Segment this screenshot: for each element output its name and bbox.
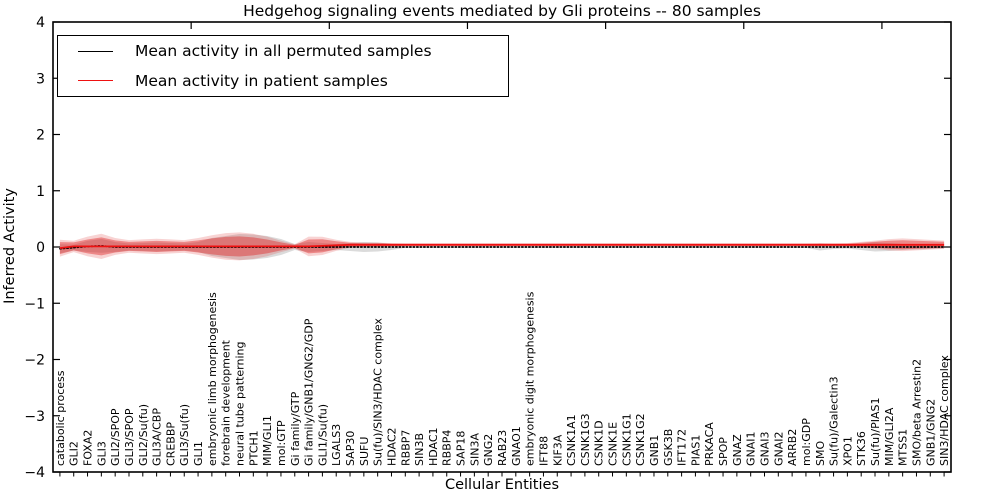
y-tick-label: −4 — [24, 465, 45, 481]
x-axis-title: Cellular Entities — [444, 477, 560, 493]
x-tick-label: MTSS1 — [897, 429, 910, 466]
x-tick-label: IFT88 — [537, 436, 550, 466]
x-tick-label: SIN3/HDAC complex — [938, 355, 951, 466]
y-tick-label: 4 — [36, 15, 45, 31]
x-tick-label: GLI1 — [192, 441, 205, 466]
x-tick-label: Su(fu)/Galectin3 — [828, 376, 841, 466]
x-tick-label: SAP30 — [344, 431, 357, 466]
x-tick-label: GNG2 — [482, 434, 495, 466]
y-tick-label: 1 — [36, 184, 45, 200]
x-tick-label: forebrain development — [220, 339, 233, 466]
x-tick-label: GLI2/SPOP — [109, 408, 122, 466]
x-tick-label: CSNK1D — [593, 420, 606, 466]
x-tick-label: GLI2/Su(fu) — [137, 404, 150, 466]
x-tick-label: KIF3A — [551, 434, 564, 466]
x-tick-label: RBBP7 — [399, 430, 412, 466]
x-tick-label: GSK3B — [662, 429, 675, 466]
x-tick-label: GLI3 — [95, 441, 108, 466]
legend-line-sample-patient — [78, 80, 113, 82]
x-tick-label: Gi family/GTP — [289, 391, 302, 466]
x-tick-label: ARRB2 — [786, 429, 799, 466]
x-tick-label: GNAI1 — [745, 431, 758, 466]
x-tick-label: HDAC1 — [427, 427, 440, 466]
y-tick-label: −3 — [24, 409, 45, 425]
x-tick-label: GLI1/Su(fu) — [316, 404, 329, 466]
x-tick-label: GNB1/GNG2 — [924, 399, 937, 466]
x-tick-label: neural tube patterning — [234, 342, 247, 467]
x-tick-label: embryonic digit morphogenesis — [524, 291, 537, 466]
x-tick-label: SUFU — [358, 437, 371, 466]
legend-label-permuted: Mean activity in all permuted samples — [135, 42, 432, 61]
x-tick-label: SIN3A — [468, 433, 481, 466]
x-tick-label: SMO — [814, 441, 827, 466]
y-tick-label: 0 — [36, 240, 45, 256]
x-tick-label: GLI3/Su(fu) — [178, 404, 191, 466]
x-tick-label: GNAI2 — [772, 431, 785, 466]
x-tick-label: SIN3B — [413, 433, 426, 466]
x-tick-label: MIM/GLI1 — [261, 415, 274, 466]
x-tick-label: GLI2 — [68, 441, 81, 466]
x-tick-label: HDAC2 — [386, 427, 399, 466]
x-tick-label: CSNK1G1 — [620, 413, 633, 466]
legend-line-sample-permuted — [78, 50, 113, 52]
x-tick-label: GLI3A/CBP — [151, 408, 164, 466]
x-tick-label: FOXA2 — [82, 430, 95, 466]
x-tick-label: CSNK1A1 — [565, 414, 578, 466]
x-tick-label: STK36 — [855, 431, 868, 466]
x-tick-label: LGALS3 — [330, 424, 343, 466]
legend-entry-permuted: Mean activity in all permuted samples — [58, 37, 508, 66]
x-tick-label: SAP18 — [455, 431, 468, 466]
x-tick-label: CREBBP — [164, 422, 177, 466]
x-tick-label: CSNK1G3 — [579, 413, 592, 466]
y-tick-label: −1 — [24, 296, 45, 312]
x-tick-label: PIAS1 — [689, 435, 702, 466]
series-line-patient — [59, 243, 945, 249]
x-tick-label: MIM/GLI2A — [883, 407, 896, 466]
x-tick-label: Su(fu)/PIAS1 — [869, 398, 882, 466]
x-tick-label: mol:GDP — [800, 418, 813, 466]
chart-title: Hedgehog signaling events mediated by Gl… — [243, 2, 761, 20]
x-tick-label: SPOP — [717, 437, 730, 466]
legend: Mean activity in all permuted samples Me… — [57, 35, 509, 97]
x-tick-label: GNAO1 — [510, 426, 523, 466]
y-tick-label: −2 — [24, 353, 45, 369]
y-tick-label: 2 — [36, 128, 45, 144]
x-tick-label: catabolic process — [54, 370, 67, 466]
x-tick-label: mol:GTP — [275, 420, 288, 466]
legend-entry-patient: Mean activity in patient samples — [58, 66, 508, 95]
x-tick-label: RAB23 — [496, 430, 509, 466]
x-tick-label: RBBP4 — [441, 430, 454, 466]
x-tick-label: PRKACA — [703, 422, 716, 466]
x-tick-label: embryonic limb morphogenesis — [206, 292, 219, 466]
x-tick-label: CSNK1E — [607, 422, 620, 466]
x-tick-label: GNAI3 — [759, 431, 772, 466]
legend-label-patient: Mean activity in patient samples — [135, 71, 388, 90]
x-tick-label: GNAZ — [731, 434, 744, 466]
x-tick-label: Su(fu)/SIN3/HDAC complex — [372, 318, 385, 466]
x-tick-label: Gi family/GNB1/GNG2/GDP — [303, 318, 316, 466]
x-tick-label: SMO/beta Arrestin2 — [911, 359, 924, 466]
y-tick-label: 3 — [36, 71, 45, 87]
x-tick-label: IFT172 — [676, 429, 689, 466]
x-tick-label: XPO1 — [841, 436, 854, 466]
x-tick-label: CSNK1G2 — [634, 413, 647, 466]
x-tick-label: GLI3/SPOP — [123, 408, 136, 466]
x-tick-label: GNB1 — [648, 435, 661, 466]
x-tick-label: PTCH1 — [247, 430, 260, 466]
